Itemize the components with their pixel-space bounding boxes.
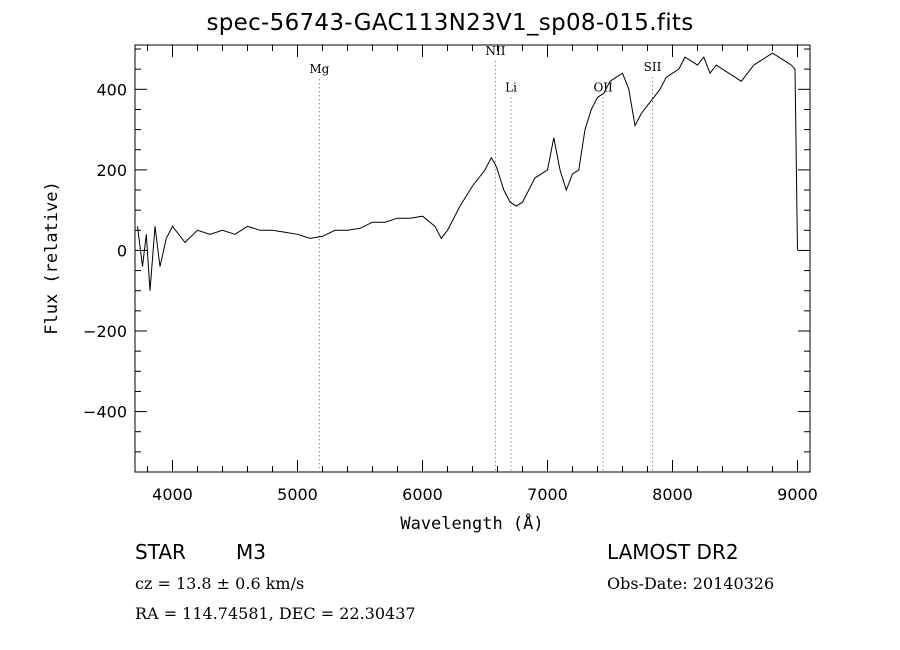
y-tick-label: 400 (96, 80, 127, 99)
marker-label: SII (644, 60, 662, 74)
object-type: STAR (135, 540, 186, 564)
marker-label: Mg (309, 62, 329, 76)
x-tick-label: 7000 (527, 485, 568, 504)
major-ticks (135, 45, 810, 472)
sky-coordinates: RA = 114.74581, DEC = 22.30437 (135, 604, 416, 623)
redshift-velocity: cz = 13.8 ± 0.6 km/s (135, 574, 305, 593)
survey-name: LAMOST DR2 (607, 540, 739, 564)
marker-label: OII (593, 80, 613, 94)
y-tick-labels: −400 −200 0 200 400 (83, 80, 127, 421)
y-tick-label: −200 (83, 322, 127, 341)
y-tick-label: 200 (96, 161, 127, 180)
y-tick-label: −400 (83, 403, 127, 422)
plot-frame (134, 44, 811, 473)
x-tick-label: 4000 (152, 485, 193, 504)
y-tick-label: 0 (117, 241, 127, 260)
x-axis-label: Wavelength (Å) (400, 512, 543, 534)
x-tick-label: 6000 (402, 485, 443, 504)
y-axis-label: Flux (relative) (42, 181, 62, 335)
observation-date: Obs-Date: 20140326 (607, 574, 775, 593)
x-tick-labels: 4000 5000 6000 7000 8000 9000 (152, 485, 818, 504)
x-tick-label: 8000 (652, 485, 693, 504)
chart-title: spec-56743-GAC113N23V1_sp08-015.fits (206, 10, 694, 36)
emission-line-markers: Mg NII Li OII SII (309, 44, 662, 472)
object-class: M3 (236, 540, 266, 564)
marker-label: Li (505, 80, 517, 94)
spectrum-line (137, 52, 798, 291)
marker-label: NII (486, 44, 506, 58)
minor-ticks (135, 45, 810, 472)
x-tick-label: 5000 (277, 485, 318, 504)
x-tick-label: 9000 (777, 485, 818, 504)
